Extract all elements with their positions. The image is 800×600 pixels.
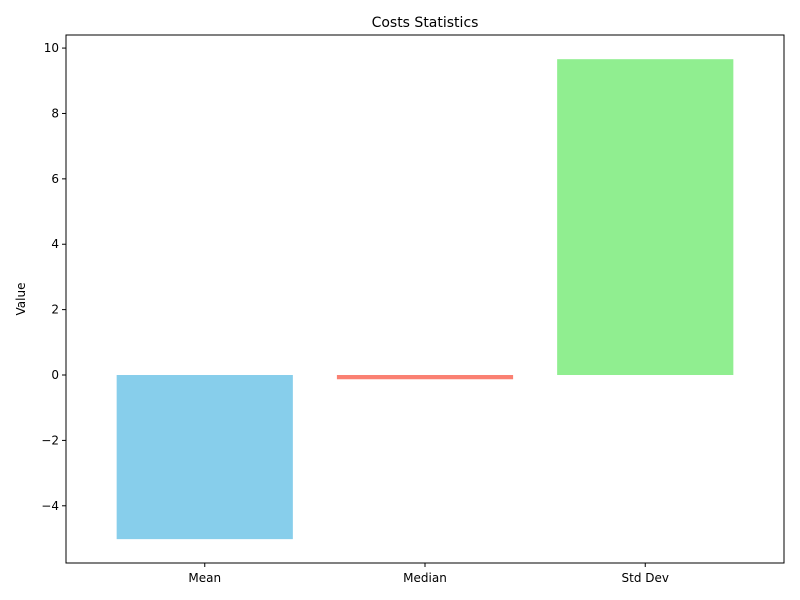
bar-median: [336, 375, 514, 380]
y-tick-label: 10: [44, 41, 59, 55]
bar-std-dev: [557, 59, 734, 376]
x-tick-label: Mean: [188, 571, 221, 585]
x-tick-label: Median: [403, 571, 447, 585]
x-axis: Mean Median Std Dev: [188, 563, 669, 585]
x-tick-label: Std Dev: [622, 571, 669, 585]
y-tick-label: −4: [41, 499, 59, 513]
y-axis: −4 −2 0 2 4 6 8 10: [41, 41, 66, 513]
y-tick-label: 0: [51, 368, 59, 382]
y-tick-label: 2: [51, 303, 59, 317]
y-tick-label: 6: [51, 172, 59, 186]
bar-mean: [116, 375, 293, 540]
plot-frame: [65, 34, 785, 564]
y-axis-label: Value: [14, 283, 28, 316]
y-tick-label: 4: [51, 237, 59, 251]
bars-group: [116, 59, 734, 540]
chart-title: Costs Statistics: [372, 15, 479, 31]
y-tick-label: 8: [51, 106, 59, 120]
y-tick-label: −2: [41, 433, 59, 447]
